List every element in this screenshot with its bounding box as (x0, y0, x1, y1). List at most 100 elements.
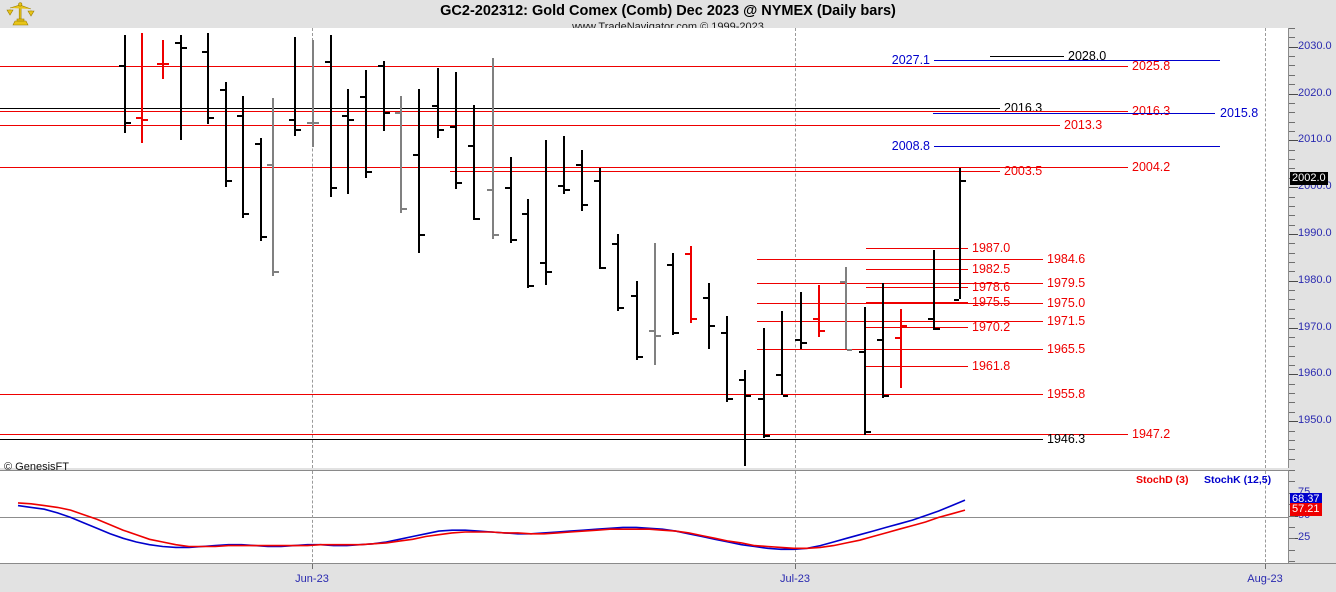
price-level-label: 2028.0 (1068, 49, 1107, 64)
ohlc-bar (845, 266, 847, 349)
price-tick (1289, 233, 1298, 235)
price-level-line[interactable] (866, 287, 968, 289)
ohlc-close-tick (961, 180, 966, 183)
price-level-line[interactable] (0, 394, 1043, 396)
price-axis[interactable]: 2030.0 2020.0 2010.0 2000.0 1990.0 1980.0 1970… (1288, 28, 1336, 469)
price-level-line[interactable] (757, 303, 1043, 305)
price-level-line[interactable] (866, 301, 968, 303)
ohlc-open-tick (928, 318, 933, 321)
ohlc-bar (455, 72, 457, 190)
price-level-line[interactable] (450, 170, 1000, 172)
ohlc-close-tick (692, 318, 697, 321)
ohlc-open-tick (776, 374, 781, 377)
price-chart-plot[interactable]: 2028.0 2027.1 2025.8 2016.3 2016.3 2015.8 2013… (0, 28, 1288, 468)
ohlc-open-tick (721, 332, 726, 335)
price-level-line[interactable] (933, 113, 1215, 115)
ohlc-bar (527, 198, 529, 288)
ohlc-bar (347, 88, 349, 195)
date-tick (312, 564, 313, 569)
price-minor-tick (1289, 346, 1295, 348)
ohlc-open-tick (612, 243, 617, 246)
ohlc-open-tick (175, 42, 180, 45)
price-minor-tick (1289, 130, 1295, 132)
price-minor-tick (1289, 84, 1295, 86)
ohlc-close-tick (349, 119, 354, 122)
price-minor-tick (1289, 159, 1295, 161)
indicator-vertical-gridline (795, 471, 796, 562)
ohlc-open-tick (954, 299, 959, 302)
price-level-line[interactable] (0, 66, 1128, 68)
ohlc-open-tick (758, 397, 763, 400)
ohlc-bar (636, 280, 638, 361)
ohlc-bar (162, 39, 164, 80)
price-minor-tick (1289, 336, 1295, 338)
ohlc-close-tick (262, 236, 267, 239)
price-level-line[interactable] (866, 248, 968, 249)
ohlc-bar (763, 327, 765, 438)
price-level-line[interactable] (0, 108, 1000, 110)
ohlc-open-tick (237, 114, 242, 117)
price-level-line[interactable] (0, 110, 1128, 112)
price-minor-tick (1289, 318, 1295, 320)
price-minor-tick (1289, 402, 1295, 404)
price-level-line[interactable] (0, 434, 1128, 436)
ohlc-open-tick (360, 95, 365, 98)
ohlc-close-tick (746, 395, 751, 398)
ohlc-bar (800, 292, 802, 349)
price-minor-tick (1289, 112, 1295, 114)
price-level-line[interactable] (934, 145, 1220, 147)
stochastic-curves (17, 499, 966, 551)
ohlc-open-tick (487, 189, 492, 192)
price-level-line[interactable] (990, 56, 1064, 58)
ohlc-open-tick (432, 105, 437, 108)
ohlc-open-tick (202, 51, 207, 54)
date-tick (795, 564, 796, 569)
ohlc-bar (312, 39, 314, 148)
stochd-legend: StochD (3) (1136, 474, 1189, 486)
price-minor-tick (1289, 365, 1295, 367)
ohlc-close-tick (314, 121, 319, 124)
price-level-label: 2027.1 (891, 53, 930, 68)
date-axis-label: Aug-23 (1247, 573, 1283, 585)
ohlc-close-tick (765, 435, 770, 438)
price-level-line[interactable] (934, 60, 1220, 62)
ohlc-bar (225, 81, 227, 188)
price-level-label: 2016.3 (1132, 103, 1171, 118)
price-level-line[interactable] (757, 283, 1043, 285)
price-level-line[interactable] (757, 259, 1043, 261)
ohlc-open-tick (594, 180, 599, 183)
vertical-gridline-aug-23 (1265, 28, 1266, 468)
ohlc-bar (383, 60, 385, 131)
price-level-line[interactable] (866, 269, 968, 271)
ohlc-close-tick (728, 397, 733, 400)
gold-scale-logo-icon (6, 2, 35, 26)
price-level-label: 2015.8 (1220, 106, 1259, 121)
ohlc-open-tick (325, 60, 330, 63)
ohlc-bar (882, 283, 884, 398)
ohlc-open-tick (220, 88, 225, 91)
price-level-line[interactable] (866, 326, 968, 328)
ohlc-bar (260, 138, 262, 241)
price-minor-tick (1289, 411, 1295, 413)
ohlc-close-tick (529, 285, 534, 288)
price-minor-tick (1289, 355, 1295, 357)
indicator-minor-tick (1289, 538, 1295, 540)
price-tick (1289, 327, 1298, 329)
stochastic-indicator-panel[interactable]: StochD (3) StochK (12,5) (0, 470, 1288, 565)
date-axis[interactable]: Jun-23 Jul-23 Aug-23 (0, 563, 1336, 592)
ohlc-bar (437, 67, 439, 138)
price-axis-label: 1990.0 (1298, 226, 1332, 239)
ohlc-open-tick (649, 329, 654, 332)
price-tick (1289, 140, 1298, 142)
ohlc-close-tick (182, 46, 187, 49)
price-minor-tick (1289, 449, 1295, 451)
price-minor-tick (1289, 215, 1295, 217)
ohlc-bar (207, 32, 209, 124)
price-level-line[interactable] (866, 365, 968, 367)
price-level-line[interactable] (0, 438, 1043, 440)
ohlc-close-tick (935, 327, 940, 330)
ohlc-open-tick (119, 65, 124, 68)
price-level-line[interactable] (0, 124, 1060, 126)
